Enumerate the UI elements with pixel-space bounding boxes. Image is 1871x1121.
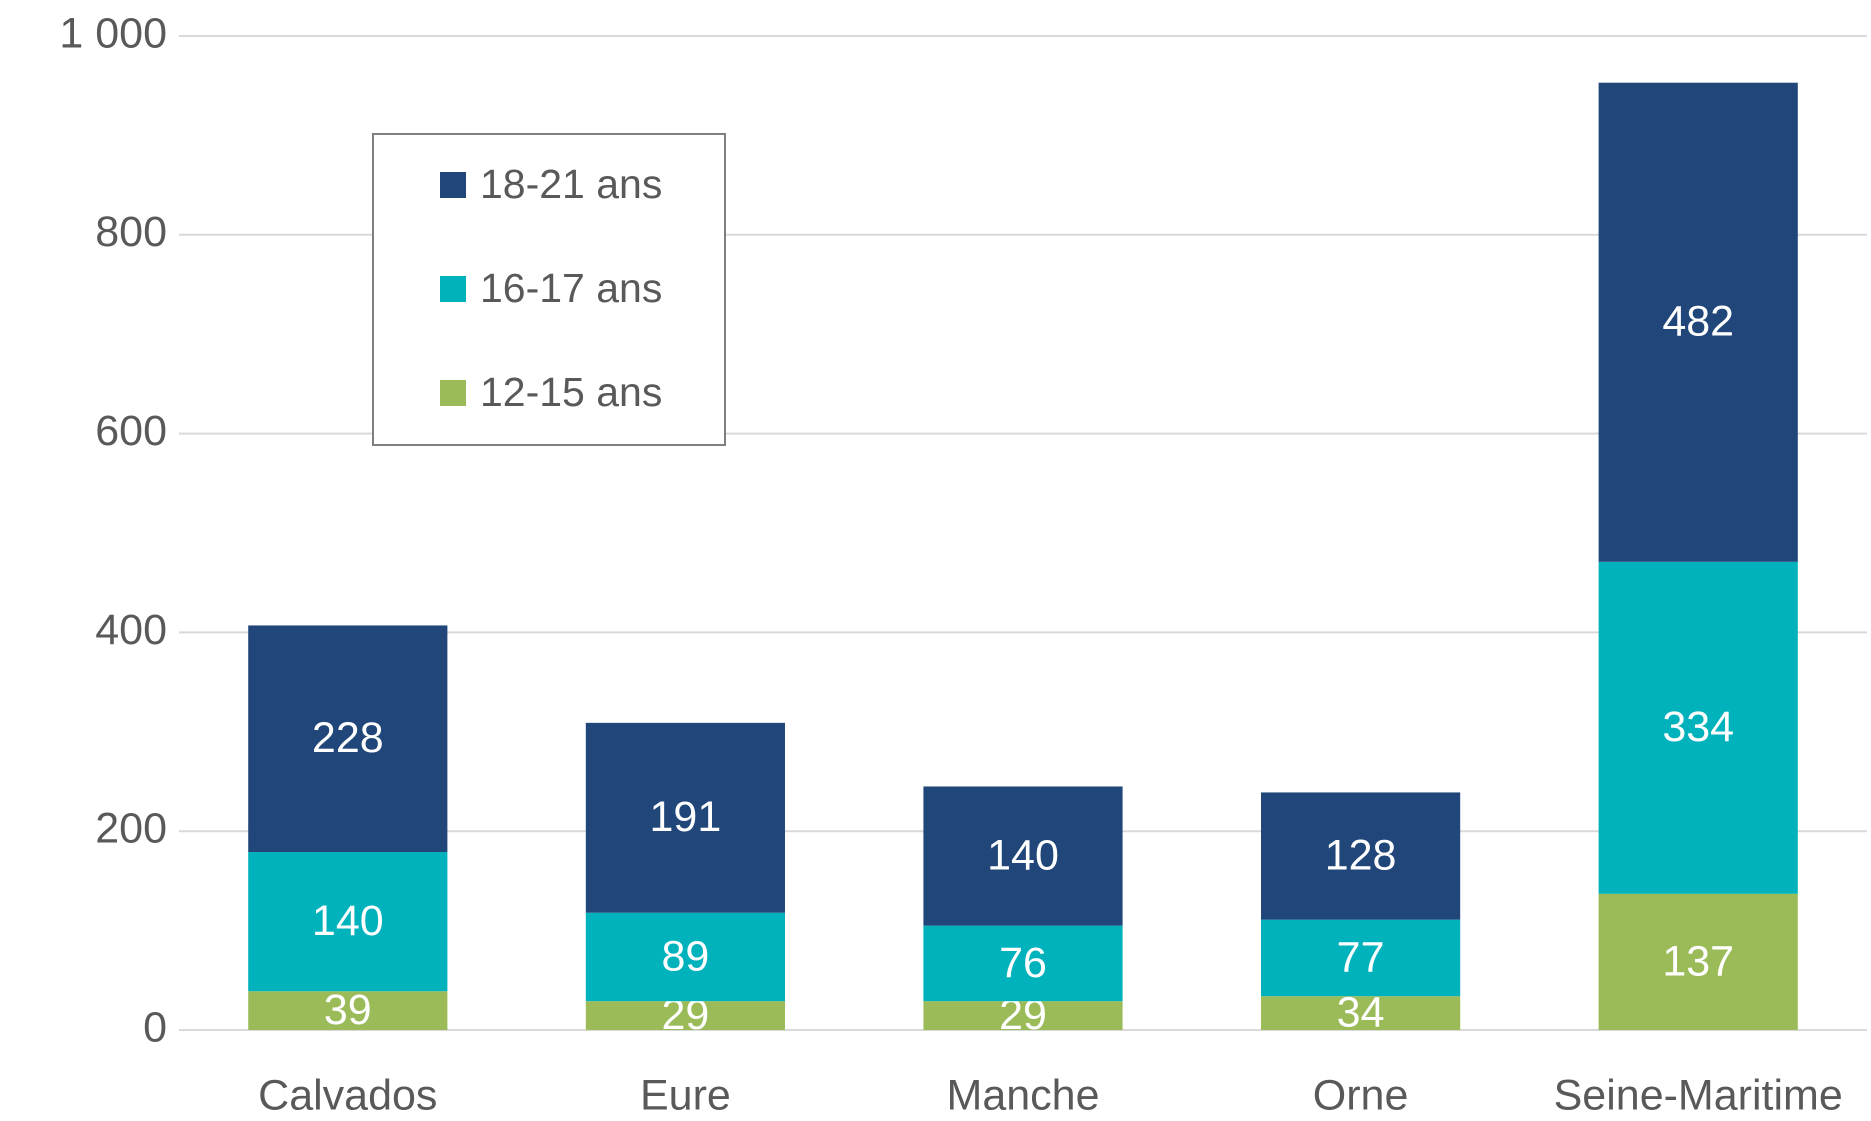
bar-segment <box>1261 919 1461 997</box>
bar-segment <box>248 991 448 1030</box>
data-label: 34 <box>1337 988 1385 1036</box>
bar-segment <box>585 722 785 913</box>
bar-segment <box>923 925 1123 1002</box>
data-label: 137 <box>1662 937 1734 985</box>
y-tick-label: 600 <box>95 407 167 455</box>
bar-segment <box>1598 893 1798 1030</box>
bar-segment <box>248 852 448 992</box>
data-label: 334 <box>1662 703 1734 751</box>
data-label: 140 <box>987 831 1059 879</box>
data-label: 482 <box>1662 298 1734 346</box>
data-label: 76 <box>999 939 1047 987</box>
legend-label: 12-15 ans <box>480 369 662 415</box>
y-tick-label: 1 000 <box>59 9 167 57</box>
legend-swatch <box>440 380 466 406</box>
data-label: 228 <box>312 714 384 762</box>
x-tick-label: Calvados <box>258 1071 437 1119</box>
bar-segment <box>1598 561 1798 894</box>
y-tick-label: 200 <box>95 805 167 853</box>
data-label: 128 <box>1325 831 1397 879</box>
bar-segment <box>1598 82 1798 562</box>
bar-segment <box>1261 996 1461 1030</box>
data-label: 77 <box>1337 933 1385 981</box>
data-label: 140 <box>312 897 384 945</box>
bar-segment <box>585 1001 785 1030</box>
y-tick-label: 400 <box>95 606 167 654</box>
legend-box <box>372 133 726 446</box>
legend-swatch <box>440 276 466 302</box>
y-tick-label: 0 <box>143 1003 167 1051</box>
x-tick-label: Manche <box>947 1071 1100 1119</box>
legend-label: 16-17 ans <box>480 265 662 311</box>
data-label: 39 <box>324 986 372 1034</box>
x-tick-label: Seine-Maritime <box>1554 1071 1843 1119</box>
legend-label: 18-21 ans <box>480 161 662 207</box>
y-tick-label: 800 <box>95 208 167 256</box>
bar-segment <box>248 625 448 853</box>
bar-segment <box>1261 792 1461 920</box>
legend-swatch <box>440 172 466 198</box>
bar-segment <box>923 1001 1123 1030</box>
x-tick-label: Orne <box>1313 1071 1409 1119</box>
data-label: 191 <box>650 793 722 841</box>
bar-segment <box>585 912 785 1002</box>
data-label: 89 <box>661 932 709 980</box>
bar-segment <box>923 786 1123 926</box>
x-tick-label: Eure <box>640 1071 731 1119</box>
